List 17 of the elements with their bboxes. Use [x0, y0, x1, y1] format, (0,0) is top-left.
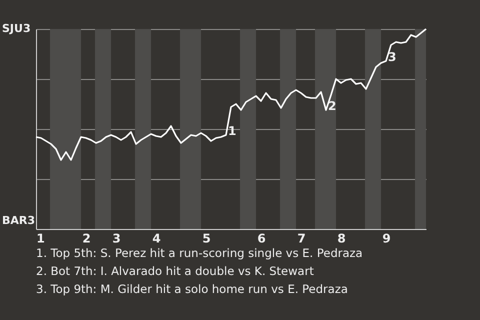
annotation: 2	[328, 99, 336, 113]
x-tick-label: 8	[337, 232, 346, 246]
x-tick-label: 7	[297, 232, 306, 246]
text: 3. Top 9th: M. Gilder hit a solo home run vs E. Pedraza	[36, 282, 348, 296]
x-tick-label: 4	[152, 232, 161, 246]
text: 1. Top 5th: S. Perez hit a run-scoring single vs E. Pedraza	[36, 246, 363, 260]
annotation: 3	[388, 50, 396, 64]
annotation: 1	[228, 124, 236, 138]
x-tick-label: 9	[382, 232, 391, 246]
x-tick-label: 6	[257, 232, 266, 246]
x-tick-label: 2	[82, 232, 91, 246]
text: SJU3	[2, 22, 31, 35]
text: 2. Bot 7th: I. Alvarado hit a double vs K. Stewart	[36, 264, 314, 278]
text: BAR3	[2, 214, 36, 227]
x-tick-label: 3	[112, 232, 121, 246]
x-tick-label: 1	[36, 232, 45, 246]
x-tick-label: 5	[202, 232, 211, 246]
